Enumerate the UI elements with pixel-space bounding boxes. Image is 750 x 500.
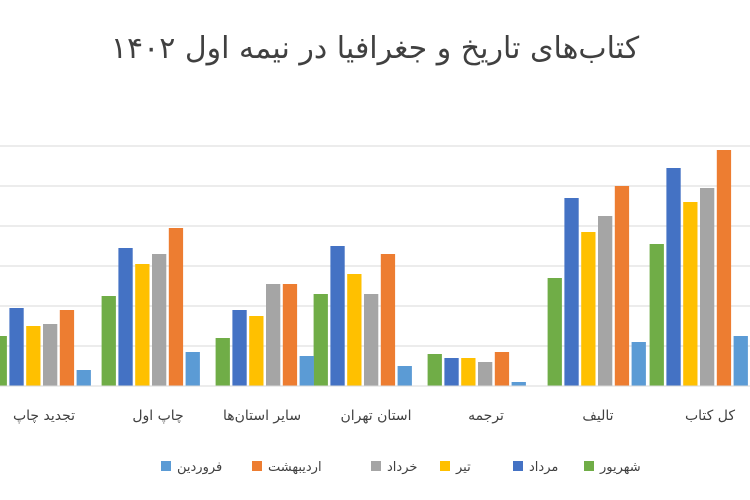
bar: [299, 356, 314, 386]
bar: [547, 278, 562, 386]
legend-label: مرداد: [529, 460, 558, 475]
bar: [152, 254, 167, 386]
legend-swatch: [371, 461, 381, 471]
bar: [716, 150, 732, 386]
bar: [330, 246, 345, 386]
category-label: ترجمه: [468, 408, 504, 424]
bar: [581, 232, 596, 386]
bar: [0, 336, 7, 386]
bar: [478, 362, 493, 386]
bar: [101, 296, 116, 386]
bars: [0, 150, 748, 386]
legend-label: تیر: [455, 460, 471, 475]
bar: [59, 310, 75, 386]
bar: [215, 338, 230, 386]
bar: [364, 294, 379, 386]
legend-swatch: [584, 461, 594, 471]
legend-swatch: [513, 461, 523, 471]
bar: [614, 186, 630, 386]
legend-swatch: [252, 461, 262, 471]
legend-label: اردیبهشت: [268, 460, 322, 475]
legend-swatch: [161, 461, 171, 471]
bar: [511, 382, 526, 386]
chart-title: کتاب‌های تاریخ و جغرافیا در نیمه اول ۱۴۰…: [111, 31, 640, 66]
bar: [397, 366, 412, 386]
bar: [380, 254, 396, 386]
bar: [9, 308, 24, 386]
bar: [249, 316, 264, 386]
category-label: تجدید چاپ: [13, 408, 75, 424]
bar: [43, 324, 58, 386]
bar: [118, 248, 133, 386]
bar: [683, 202, 698, 386]
category-label: چاپ اول: [132, 408, 183, 424]
bar: [76, 370, 91, 386]
category-labels: کل کتاب تالیف ترجمه استان تهران سایر استان‌ه…: [13, 408, 735, 424]
bar: [266, 284, 281, 386]
bar: [26, 326, 41, 386]
bar: [598, 216, 613, 386]
bar: [444, 358, 459, 386]
bar: [631, 342, 646, 386]
category-label: سایر استان‌ها: [223, 408, 301, 424]
legend-label: خرداد: [387, 460, 417, 475]
bar: [347, 274, 362, 386]
bar: [733, 336, 748, 386]
bar: [185, 352, 200, 386]
bar: [282, 284, 298, 386]
bar: [313, 294, 328, 386]
bar: [232, 310, 247, 386]
bar: [649, 244, 664, 386]
bar: [135, 264, 150, 386]
bar: [666, 168, 681, 386]
legend-label: شهریور: [599, 460, 641, 475]
bar: [427, 354, 442, 386]
bar: [564, 198, 579, 386]
legend-swatch: [440, 461, 450, 471]
bar: [494, 352, 510, 386]
legend-label: فروردین: [177, 460, 222, 475]
legend: شهریور مرداد تیر خرداد اردیبهشت فروردین: [161, 460, 641, 475]
bar: [168, 228, 184, 386]
category-label: تالیف: [582, 408, 613, 424]
bar: [700, 188, 715, 386]
bar: [461, 358, 476, 386]
category-label: کل کتاب: [685, 408, 735, 424]
category-label: استان تهران: [340, 408, 411, 424]
